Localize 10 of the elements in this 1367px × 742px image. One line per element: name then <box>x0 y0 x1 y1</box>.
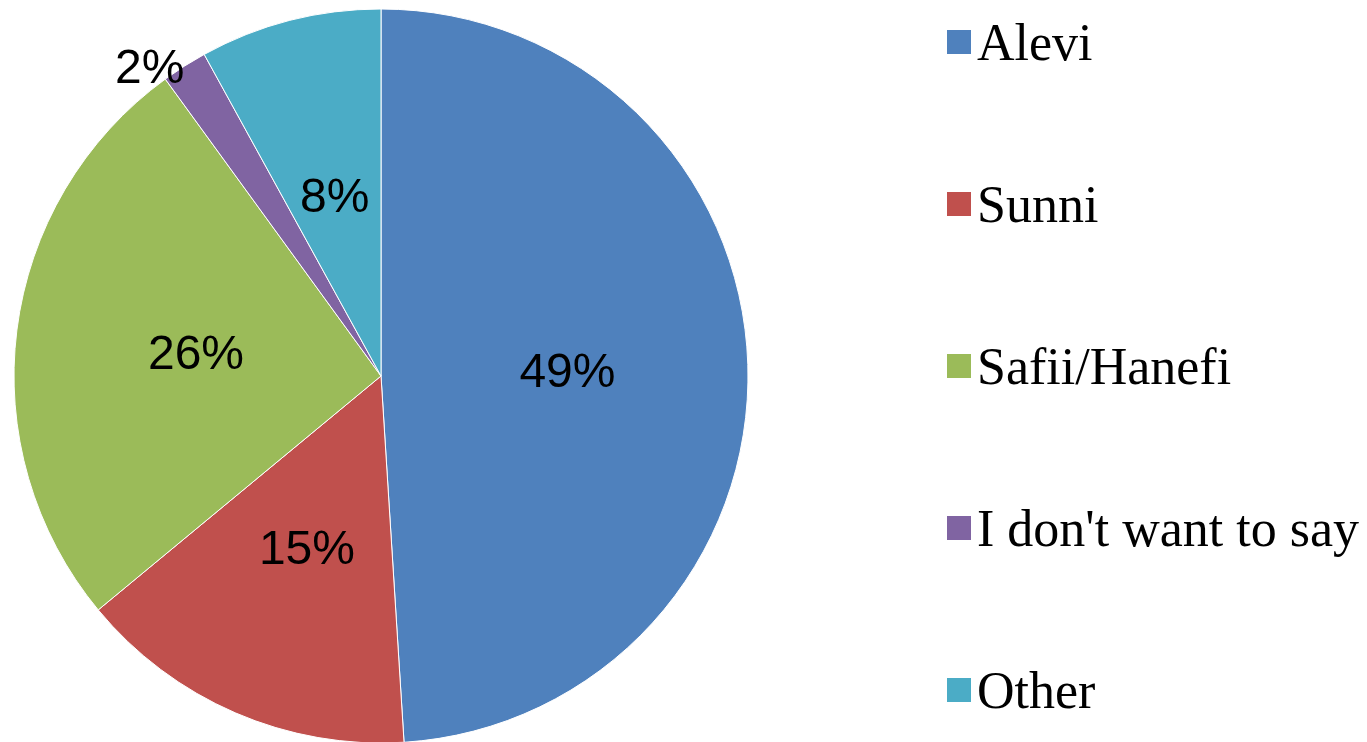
data-label: 8% <box>299 168 370 222</box>
data-label: 15% <box>258 520 355 574</box>
legend-label: Alevi <box>977 13 1093 71</box>
data-label: 26% <box>147 326 245 380</box>
data-label: 2% <box>114 39 185 93</box>
data-label: 49% <box>519 343 616 397</box>
legend-label: Other <box>977 661 1096 719</box>
legend-label: I don't want to say <box>977 499 1359 557</box>
legend-label: Safii/Hanefi <box>977 337 1232 395</box>
legend-label: Sunni <box>977 175 1099 233</box>
